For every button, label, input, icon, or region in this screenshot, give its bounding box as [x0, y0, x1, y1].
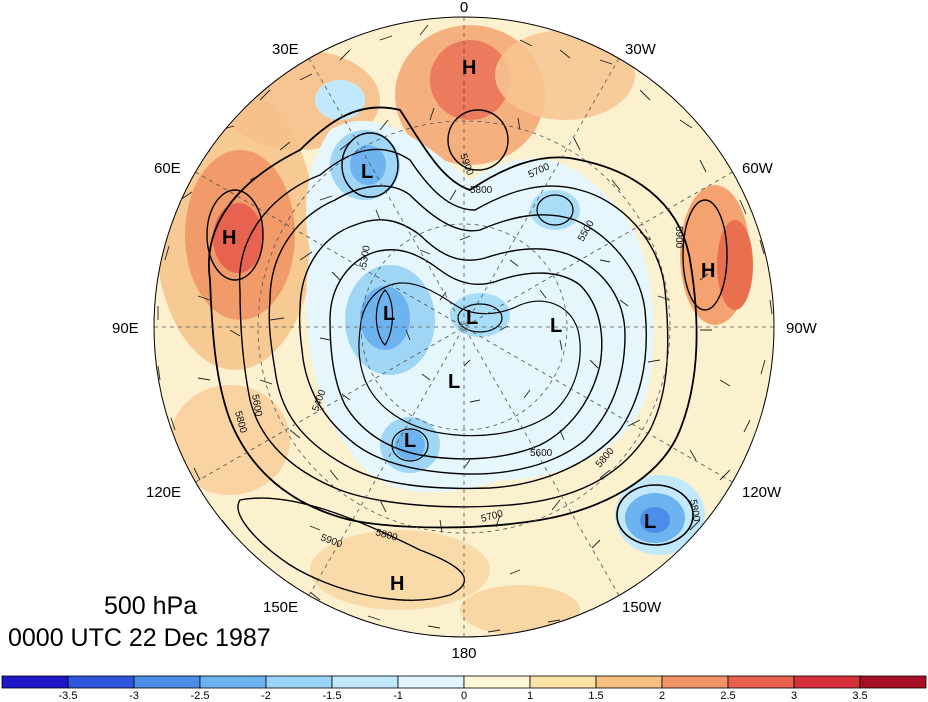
colorbar-boxes: [1, 675, 927, 689]
colorbar-box: [463, 675, 531, 689]
colorbar-tick-label: 1: [527, 690, 533, 702]
colorbar-tick-label: -3: [129, 690, 139, 702]
low-center: L: [466, 307, 478, 329]
contour-label: 5300: [358, 244, 373, 268]
longitude-labels: 0 30W 60W 90W 120W 150W 180 150E 120E 90…: [112, 0, 818, 662]
high-center: H: [390, 573, 404, 595]
colorbar-box: [67, 675, 135, 689]
high-center: H: [222, 227, 236, 249]
longitude-label-180: 180: [451, 645, 476, 662]
height-contours: [206, 106, 728, 601]
colorbar-tick-labels: -3.5 -3 -2.5 -2 -1.5 -1 0 1 1.5 2 2.5 3 3.5: [59, 690, 868, 702]
graticule: [154, 17, 774, 637]
contour-label: 5800: [687, 499, 702, 523]
contour-label: 5800: [470, 185, 493, 196]
contour-label: 5600: [249, 394, 264, 418]
colorbar-tick-label: 2.5: [720, 690, 735, 702]
datetime-caption: 0000 UTC 22 Dec 1987: [8, 624, 271, 652]
colorbar-tick-label: -2.5: [191, 690, 210, 702]
longitude-label-120e: 120E: [146, 484, 181, 501]
colorbar-box: [397, 675, 465, 689]
colorbar-tick-label: 2: [659, 690, 665, 702]
wind-barbs: [157, 24, 773, 633]
low-center: L: [383, 303, 395, 325]
colorbar-box: [793, 675, 861, 689]
colorbar-tick-label: -1: [393, 690, 403, 702]
contour-label: 5900: [673, 226, 684, 249]
colorbar-tick-label: -1.5: [323, 690, 342, 702]
colorbar-box: [859, 675, 927, 689]
high-center: H: [462, 57, 476, 79]
colorbar-box: [595, 675, 663, 689]
longitude-label-90w: 90W: [786, 320, 818, 337]
longitude-label-30e: 30E: [272, 41, 299, 58]
colorbar-box: [265, 675, 333, 689]
low-center: L: [361, 161, 373, 183]
longitude-label-60e: 60E: [154, 160, 181, 177]
colorbar-tick-label: -2: [261, 690, 271, 702]
colorbar-tick-label: 0: [461, 690, 467, 702]
colorbar: -3.5 -3 -2.5 -2 -1.5 -1 0 1 1.5 2 2.5 3 3.5: [1, 675, 927, 702]
colorbar-box: [529, 675, 597, 689]
contour-label: 5600: [530, 448, 553, 459]
colorbar-box: [1, 675, 69, 689]
low-center: L: [448, 371, 460, 393]
pressure-level-caption: 500 hPa: [104, 592, 198, 620]
colorbar-box: [661, 675, 729, 689]
low-center: L: [550, 315, 562, 337]
longitude-label-30w: 30W: [625, 41, 657, 58]
longitude-label-120w: 120W: [742, 484, 782, 501]
high-center: H: [701, 260, 715, 282]
colorbar-tick-label: 1.5: [588, 690, 603, 702]
colorbar-box: [727, 675, 795, 689]
colorbar-box: [331, 675, 399, 689]
colorbar-tick-label: 3.5: [852, 690, 867, 702]
longitude-label-90e: 90E: [112, 320, 139, 337]
low-center: L: [404, 430, 416, 452]
colorbar-tick-label: 3: [791, 690, 797, 702]
map-boundary: [153, 16, 775, 638]
colorbar-box: [199, 675, 267, 689]
longitude-label-150w: 150W: [622, 599, 662, 616]
longitude-label-60w: 60W: [742, 160, 774, 177]
longitude-label-0: 0: [460, 0, 468, 16]
colorbar-tick-label: -3.5: [59, 690, 78, 702]
longitude-label-150e: 150E: [263, 599, 298, 616]
pressure-centers: H H H H L L L L L L L: [222, 57, 715, 595]
colorbar-box: [133, 675, 201, 689]
low-center: L: [644, 511, 656, 533]
